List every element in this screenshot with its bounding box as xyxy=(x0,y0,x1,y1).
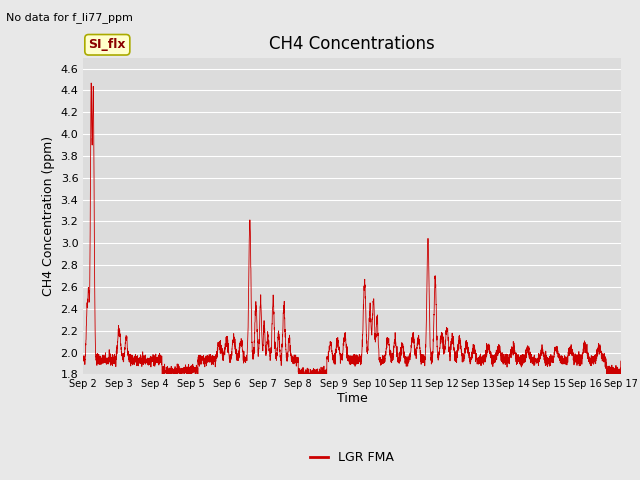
Legend: LGR FMA: LGR FMA xyxy=(305,446,399,469)
X-axis label: Time: Time xyxy=(337,392,367,405)
Title: CH4 Concentrations: CH4 Concentrations xyxy=(269,35,435,53)
Text: No data for f_li77_ppm: No data for f_li77_ppm xyxy=(6,12,133,23)
Text: SI_flx: SI_flx xyxy=(88,38,126,51)
Y-axis label: CH4 Concentration (ppm): CH4 Concentration (ppm) xyxy=(42,136,55,296)
